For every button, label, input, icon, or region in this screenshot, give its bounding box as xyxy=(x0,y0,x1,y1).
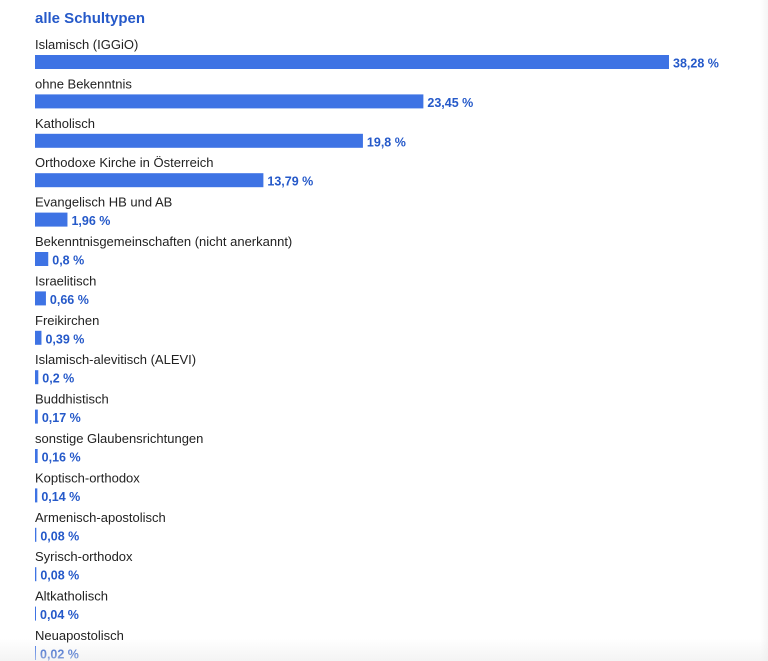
bar xyxy=(35,449,38,463)
category-label: Buddhistisch xyxy=(35,392,109,407)
value-label: 0,39 % xyxy=(45,332,84,346)
bar xyxy=(35,567,37,582)
bar xyxy=(35,488,38,503)
value-label: 19,8 % xyxy=(367,135,406,149)
category-label: ohne Bekenntnis xyxy=(35,76,132,91)
bar xyxy=(35,133,363,148)
value-label: 0,8 % xyxy=(52,254,84,268)
bar xyxy=(35,370,39,385)
value-label: 0,66 % xyxy=(50,293,89,307)
bar xyxy=(35,330,42,345)
bar xyxy=(35,409,38,424)
category-label: Evangelisch HB und AB xyxy=(35,195,172,210)
value-label: 0,17 % xyxy=(42,411,81,425)
bar xyxy=(35,94,424,109)
category-label: Orthodoxe Kirche in Österreich xyxy=(35,155,213,170)
value-label: 1,96 % xyxy=(71,214,110,228)
bar xyxy=(35,55,669,69)
bar xyxy=(35,291,46,306)
category-label: Neuapostolisch xyxy=(35,628,124,643)
chart-title: alle Schultypen xyxy=(35,10,145,27)
bar xyxy=(35,173,264,188)
category-label: Armenisch-apostolisch xyxy=(35,510,166,525)
value-label: 23,45 % xyxy=(427,96,473,110)
chart-rows: Islamisch (IGGiO) 38,28 % ohne Bekenntnis 2… xyxy=(35,37,719,661)
value-label: 38,28 % xyxy=(673,57,719,71)
value-label: 0,08 % xyxy=(40,569,79,583)
bar xyxy=(35,646,36,660)
category-label: Islamisch (IGGiO) xyxy=(35,37,138,52)
value-label: 0,16 % xyxy=(42,451,81,465)
category-label: Israelitisch xyxy=(35,273,96,288)
category-label: Katholisch xyxy=(35,116,95,131)
value-label: 0,14 % xyxy=(41,490,80,504)
bar xyxy=(35,606,36,621)
bar xyxy=(35,252,49,266)
value-label: 0,08 % xyxy=(40,529,79,543)
bar xyxy=(35,212,68,227)
category-label: Freikirchen xyxy=(35,313,99,328)
category-label: Bekenntnisgemeinschaften (nicht anerkann… xyxy=(35,234,292,249)
bar xyxy=(35,527,37,542)
value-label: 0,2 % xyxy=(42,372,74,386)
category-label: Altkatholisch xyxy=(35,589,108,604)
value-label: 13,79 % xyxy=(267,175,313,189)
category-label: Koptisch-orthodox xyxy=(35,470,140,485)
value-label: 0,02 % xyxy=(40,648,79,661)
category-label: sonstige Glaubensrichtungen xyxy=(35,431,203,446)
value-label: 0,04 % xyxy=(40,608,79,622)
category-label: Syrisch-orthodox xyxy=(35,549,133,564)
category-label: Islamisch-alevitisch (ALEVI) xyxy=(35,352,196,367)
